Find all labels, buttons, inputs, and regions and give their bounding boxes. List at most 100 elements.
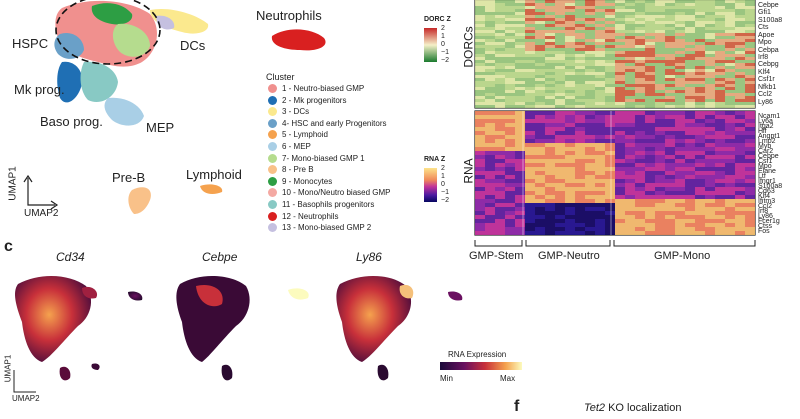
heatmap-cell <box>605 131 615 135</box>
heatmap-cell <box>725 102 735 105</box>
heatmap-cell <box>495 54 505 57</box>
heatmap-cell <box>535 39 545 42</box>
heatmap-cell <box>705 155 715 159</box>
heatmap-cell <box>505 223 515 227</box>
heatmap-cell <box>705 87 715 90</box>
heatmap-cell <box>715 123 725 127</box>
heatmap-cell <box>485 171 495 175</box>
heatmap-cell <box>705 57 715 60</box>
rna-scale-title: RNA Z <box>424 156 446 163</box>
gene-umap-cd34 <box>15 275 143 381</box>
heatmap-cell <box>695 60 705 63</box>
heatmap-cell <box>575 66 585 69</box>
heatmap-cell <box>565 199 575 203</box>
heatmap-cell <box>675 81 685 84</box>
scale-tick: −1 <box>441 49 449 56</box>
heatmap-cell <box>565 72 575 75</box>
heatmap-cell <box>605 171 615 175</box>
heatmap-cell <box>555 111 565 115</box>
heatmap-cell <box>555 75 565 78</box>
heatmap-cell <box>685 87 695 90</box>
heatmap-cell <box>695 115 705 119</box>
heatmap-cell <box>575 171 585 175</box>
heatmap-cell <box>725 75 735 78</box>
heatmap-cell <box>515 63 525 66</box>
heatmap-cell <box>525 75 535 78</box>
heatmap-cell <box>545 227 555 231</box>
heatmap-cell <box>485 0 495 3</box>
heatmap-cell <box>565 231 575 235</box>
heatmap-cell <box>685 147 695 151</box>
heatmap-cell <box>485 135 495 139</box>
heatmap-cell <box>535 131 545 135</box>
heatmap-cell <box>695 99 705 102</box>
heatmap-cell <box>745 215 755 219</box>
heatmap-cell <box>505 54 515 57</box>
heatmap-cell <box>515 51 525 54</box>
heatmap-cell <box>715 203 725 207</box>
heatmap-cell <box>525 131 535 135</box>
heatmap-cell <box>565 81 575 84</box>
rna-heatmap-stripes <box>475 111 755 235</box>
heatmap-cell <box>605 72 615 75</box>
heatmap-cell <box>715 81 725 84</box>
heatmap-cell <box>695 72 705 75</box>
heatmap-cell <box>595 135 605 139</box>
heatmap-cell <box>735 105 745 108</box>
umap-cluster-neutrophils <box>271 29 326 51</box>
heatmap-cell <box>585 151 595 155</box>
heatmap-cell <box>635 171 645 175</box>
heatmap-cell <box>635 151 645 155</box>
heatmap-cell <box>565 45 575 48</box>
heatmap-cell <box>715 167 725 171</box>
heatmap-cell <box>745 87 755 90</box>
heatmap-cell <box>555 24 565 27</box>
heatmap-cell <box>665 84 675 87</box>
heatmap-cell <box>635 105 645 108</box>
heatmap-cell <box>485 199 495 203</box>
heatmap-cell <box>565 171 575 175</box>
heatmap-cell <box>525 115 535 119</box>
heatmap-cell <box>655 18 665 21</box>
heatmap-cell <box>685 119 695 123</box>
heatmap-cell <box>525 87 535 90</box>
heatmap-cell <box>735 163 745 167</box>
heatmap-cell <box>675 155 685 159</box>
heatmap-cell <box>475 207 485 211</box>
heatmap-cell <box>675 227 685 231</box>
heatmap-cell <box>575 187 585 191</box>
heatmap-cell <box>615 187 625 191</box>
axis-umap2: UMAP2 <box>24 208 59 219</box>
heatmap-cell <box>505 99 515 102</box>
heatmap-cell <box>725 45 735 48</box>
heatmap-cell <box>495 203 505 207</box>
heatmap-cell <box>595 175 605 179</box>
heatmap-cell <box>625 0 635 3</box>
heatmap-cell <box>545 81 555 84</box>
heatmap-cell <box>495 3 505 6</box>
heatmap-cell <box>575 123 585 127</box>
heatmap-cell <box>595 227 605 231</box>
gene-umap-cebpe <box>176 275 309 381</box>
heatmap-cell <box>555 191 565 195</box>
heatmap-cell <box>705 42 715 45</box>
heatmap-cell <box>555 167 565 171</box>
heatmap-cell <box>685 12 695 15</box>
heatmap-cell <box>545 123 555 127</box>
heatmap-cell <box>625 187 635 191</box>
heatmap-cell <box>625 105 635 108</box>
bracket-gmp-neutro <box>525 240 611 247</box>
heatmap-cell <box>475 183 485 187</box>
heatmap-cell <box>495 36 505 39</box>
heatmap-cell <box>685 171 695 175</box>
heatmap-cell <box>635 175 645 179</box>
heatmap-cell <box>705 66 715 69</box>
heatmap-cell <box>585 179 595 183</box>
heatmap-cell <box>665 187 675 191</box>
heatmap-cell <box>705 199 715 203</box>
heatmap-cell <box>745 175 755 179</box>
heatmap-cell <box>725 147 735 151</box>
heatmap-cell <box>575 84 585 87</box>
heatmap-cell <box>475 219 485 223</box>
heatmap-cell <box>745 24 755 27</box>
